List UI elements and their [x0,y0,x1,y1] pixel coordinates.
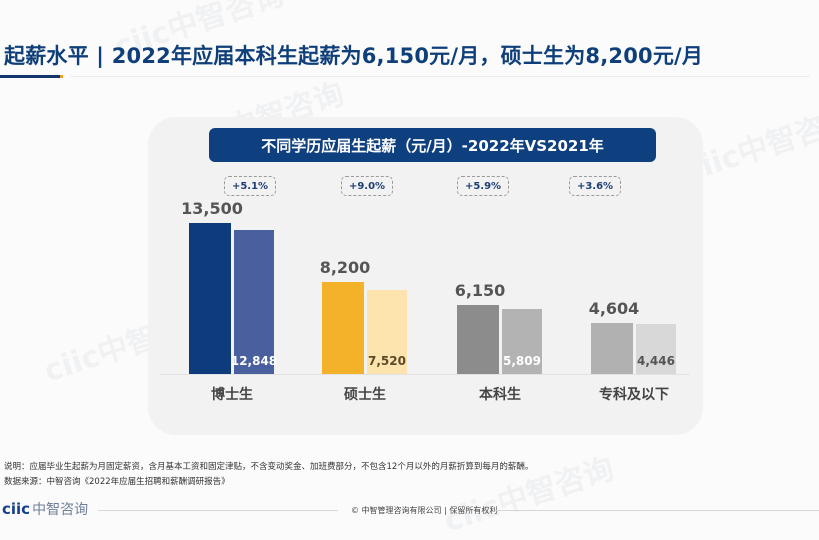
bar-2021-3 [636,324,676,374]
category-label-2: 本科生 [479,387,521,403]
data-label-2021-2: 5,809 [503,354,541,368]
title-underline [0,75,60,78]
data-label-2022-2: 6,150 [454,281,506,301]
title-underline-accent [60,75,63,78]
growth-badge-1: +9.0% [341,176,393,196]
data-source-note: 数据来源：中智咨询《2022年应届生招聘和薪酬调研报告》 [4,477,230,487]
data-label-2022-1: 8,200 [319,258,371,278]
data-label-2022-0: 13,500 [181,199,243,218]
bar-2022-1 [322,282,364,374]
category-label-1: 硕士生 [344,387,386,403]
chart-baseline [160,374,690,375]
title-divider [70,76,810,77]
bar-2022-3 [591,322,633,374]
bar-2021-0 [234,230,274,374]
ciic-logo: ciic 中智咨询 [2,499,88,519]
footer-divider-left [98,510,338,511]
growth-badge-0: +5.1% [224,176,276,196]
bar-2022-0 [189,223,231,374]
chart-title: 不同学历应届生起薪（元/月）-2022年VS2021年 [209,128,656,162]
data-label-2021-0: 12,848 [230,354,278,368]
bar-2022-2 [457,305,499,374]
page-title: 起薪水平 | 2022年应届本科生起薪为6,150元/月，硕士生为8,200元/… [4,44,704,68]
data-label-2021-1: 7,520 [368,354,406,368]
watermark: ciic中智咨询 [439,451,619,540]
data-label-2022-3: 4,604 [588,298,640,318]
copyright-text: © 中智管理咨询有限公司 | 保留所有权利 [351,506,498,515]
growth-badge-3: +3.6% [569,176,621,196]
data-label-2021-3: 4,446 [637,354,675,368]
logo-latin: ciic [2,500,31,518]
growth-badge-2: +5.9% [457,176,509,196]
category-label-3: 专科及以下 [599,387,669,403]
explanation-note: 说明：应届毕业生起薪为月固定薪资，含月基本工资和固定津贴，不含变动奖金、加班费部… [4,462,534,472]
category-label-0: 博士生 [211,387,253,403]
bar-2021-1 [367,289,407,374]
bar-2021-2 [502,309,542,374]
logo-chinese: 中智咨询 [32,502,89,518]
footer-divider-right [495,510,819,511]
